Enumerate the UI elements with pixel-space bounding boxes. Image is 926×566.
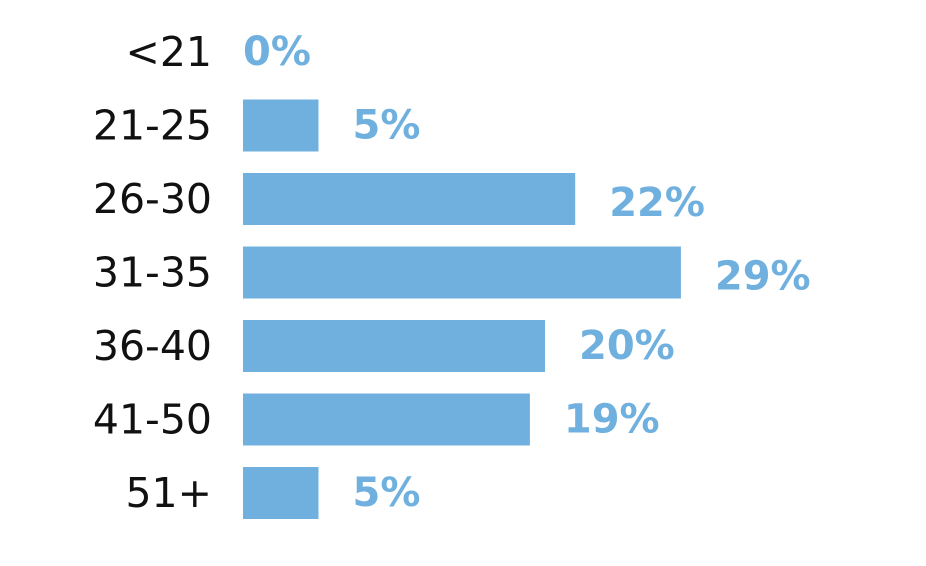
value-label: 29% [715,254,811,300]
category-label: 41-50 [93,396,212,444]
bar [243,246,681,299]
bars [243,99,681,519]
category-label: 26-30 [93,175,212,223]
value-labels: 0% 5% 22%29% 20% 19% 5% [243,29,811,516]
value-label: 5% [353,103,421,149]
bar [243,393,530,446]
value-label: 22% [609,180,705,226]
category-label: 21-25 [93,102,212,150]
category-labels: <21 21-25 26-30 31-35 36-40 41-50 51+ [93,28,212,517]
category-label: 31-35 [93,249,212,297]
value-label: 20% [579,323,675,369]
value-label: 0% [243,29,311,75]
value-label: 5% [353,470,421,516]
category-label: 36-40 [93,322,212,370]
bar [243,467,319,519]
bar [243,320,545,372]
category-label: 51+ [125,469,212,517]
category-label: <21 [125,28,212,76]
bar [243,99,319,152]
bar [243,173,576,225]
value-label: 19% [564,397,660,443]
